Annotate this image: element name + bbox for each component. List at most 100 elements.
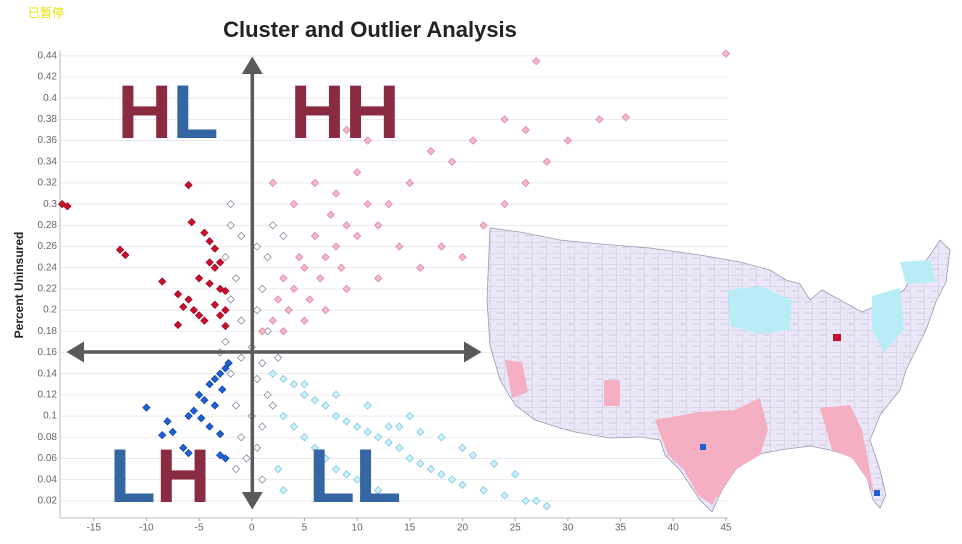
point	[595, 115, 604, 124]
point	[426, 146, 436, 156]
quadrant-letter: L	[355, 434, 401, 519]
y-tick-label: 0.12	[38, 389, 58, 400]
point	[231, 274, 241, 283]
y-tick-label: 0.32	[38, 178, 58, 189]
arrows	[66, 56, 482, 510]
point	[226, 295, 235, 304]
point	[173, 290, 183, 299]
point	[326, 210, 335, 219]
point	[310, 178, 320, 188]
point	[221, 321, 230, 331]
y-tick-label: 0.38	[38, 114, 58, 125]
point	[342, 470, 351, 479]
point	[458, 480, 467, 490]
point	[200, 228, 209, 237]
y-tick-label: 0.22	[38, 284, 58, 295]
point	[252, 443, 262, 452]
point	[205, 237, 214, 246]
point	[321, 454, 330, 463]
y-tick-label: 0.08	[38, 432, 58, 443]
y-tick-label: 0.36	[38, 135, 58, 146]
quadrant-label: HL	[117, 70, 218, 155]
y-tick-label: 0.02	[38, 495, 58, 506]
point	[268, 178, 277, 188]
quadrant-letter: L	[172, 70, 218, 155]
y-tick-label: 0.2	[43, 305, 57, 316]
point	[316, 274, 325, 283]
quadrant-letter: H	[156, 434, 211, 519]
point	[189, 305, 198, 315]
y-tick-label: 0.1	[43, 411, 57, 422]
y-tick-label: 0.24	[38, 262, 58, 273]
point	[279, 411, 288, 421]
point	[405, 411, 414, 421]
point	[621, 113, 630, 122]
x-tick-label: 0	[249, 523, 255, 534]
quadrant-letter: H	[290, 70, 345, 155]
point	[384, 422, 393, 431]
map-ll-region	[872, 288, 904, 352]
point	[215, 258, 225, 267]
point	[173, 320, 183, 330]
point	[363, 427, 372, 437]
axes	[59, 50, 728, 519]
point	[321, 401, 330, 410]
point	[221, 454, 230, 463]
point	[210, 244, 220, 253]
x-tick-label: -15	[86, 523, 101, 534]
point	[168, 427, 177, 437]
y-tick-label: 0.28	[38, 220, 58, 231]
point	[563, 136, 573, 145]
quadrant-label: LH	[109, 434, 210, 519]
point	[258, 327, 267, 336]
point	[300, 390, 309, 400]
point	[305, 295, 314, 304]
map-ll-region	[728, 286, 792, 334]
point	[542, 501, 551, 511]
quadrant-label: HH	[290, 70, 400, 155]
point	[258, 358, 267, 368]
point	[263, 390, 272, 400]
status-text: 已暂停	[28, 5, 64, 20]
point	[210, 300, 220, 309]
point	[200, 316, 209, 325]
y-tick-label: 0.06	[38, 453, 58, 464]
point	[331, 390, 341, 400]
point	[521, 496, 530, 505]
x-tick-label: 45	[720, 523, 732, 534]
point	[115, 245, 125, 254]
point	[374, 274, 383, 283]
point	[210, 374, 220, 384]
map-lh-county	[874, 490, 880, 496]
point	[521, 178, 530, 188]
grid: 0.02 0.04 0.06 0.08 0.1 0.12 0.14 0.16 0.18 0.2 0.…	[38, 50, 732, 533]
x-tick-label: 30	[562, 523, 574, 534]
quadrant-letter: L	[309, 434, 355, 519]
point	[363, 480, 372, 490]
point	[218, 385, 227, 394]
y-tick-label: 0.42	[38, 72, 58, 83]
point	[187, 217, 196, 227]
point	[179, 302, 188, 312]
point	[258, 422, 267, 431]
point	[205, 279, 214, 288]
point	[268, 401, 277, 410]
point	[205, 422, 214, 431]
x-tick-label: 20	[457, 523, 469, 534]
point	[184, 180, 193, 190]
point	[194, 390, 204, 400]
point	[189, 406, 198, 415]
point	[273, 464, 283, 474]
point	[295, 252, 304, 262]
point	[374, 433, 383, 442]
point	[437, 242, 446, 251]
point	[395, 422, 404, 431]
point	[331, 464, 341, 474]
point	[300, 316, 309, 325]
point	[437, 470, 446, 479]
x-tick-label: 15	[404, 523, 416, 534]
quadrant-letter: L	[109, 434, 155, 519]
point	[352, 231, 362, 241]
x-tick-label: 5	[302, 523, 308, 534]
